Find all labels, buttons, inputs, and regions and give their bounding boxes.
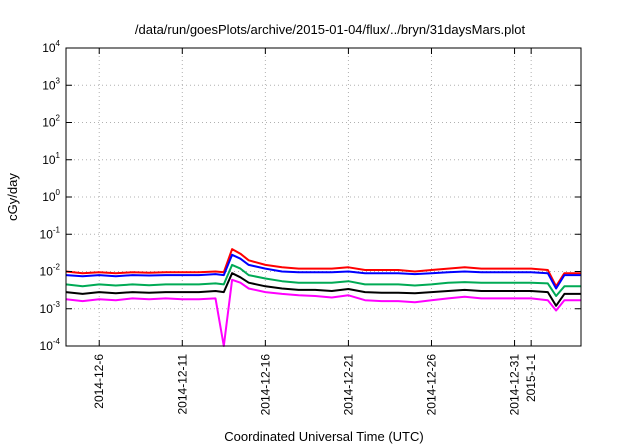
grid: [66, 48, 581, 346]
x-tick-label: 2014-12-16: [258, 354, 272, 416]
series-line-3: [65, 263, 581, 297]
y-tick-label: 104: [42, 39, 60, 55]
y-tick-label: 10-2: [40, 263, 61, 279]
y-tick-label: 10-3: [40, 300, 61, 316]
y-tick-label: 100: [42, 188, 60, 204]
y-tick-label: 102: [42, 114, 60, 130]
y-ticks: 10-4 10-3 10-2 10-1 100 101 102 103 104: [40, 39, 581, 353]
x-tick-label: 2014-12-31: [508, 354, 522, 416]
x-tick-label: 2015-1-1: [524, 354, 538, 402]
y-axis-label: cGy/day: [5, 173, 20, 221]
series-group: [65, 248, 581, 347]
plot-frame: [65, 47, 582, 347]
x-tick-label: 2014-12-11: [175, 354, 189, 415]
x-ticks: 2014-12-6 2014-12-11 2014-12-16 2014-12-21 2…: [92, 48, 538, 415]
x-tick-label: 2014-12-26: [424, 354, 438, 416]
chart-title: /data/run/goesPlots/archive/2015-01-04/f…: [135, 22, 526, 37]
series-line-2: [65, 253, 581, 290]
x-tick-label: 2014-12-6: [92, 354, 106, 409]
y-tick-label: 103: [42, 76, 60, 92]
x-axis-label: Coordinated Universal Time (UTC): [224, 429, 423, 444]
x-tick-label: 2014-12-21: [341, 354, 355, 416]
y-tick-label: 10-1: [40, 225, 61, 241]
series-line-5: [65, 278, 581, 347]
y-tick-label: 10-4: [40, 337, 61, 353]
y-tick-label: 101: [42, 151, 60, 167]
series-line-4: [65, 272, 581, 307]
series-line-1: [65, 248, 581, 288]
